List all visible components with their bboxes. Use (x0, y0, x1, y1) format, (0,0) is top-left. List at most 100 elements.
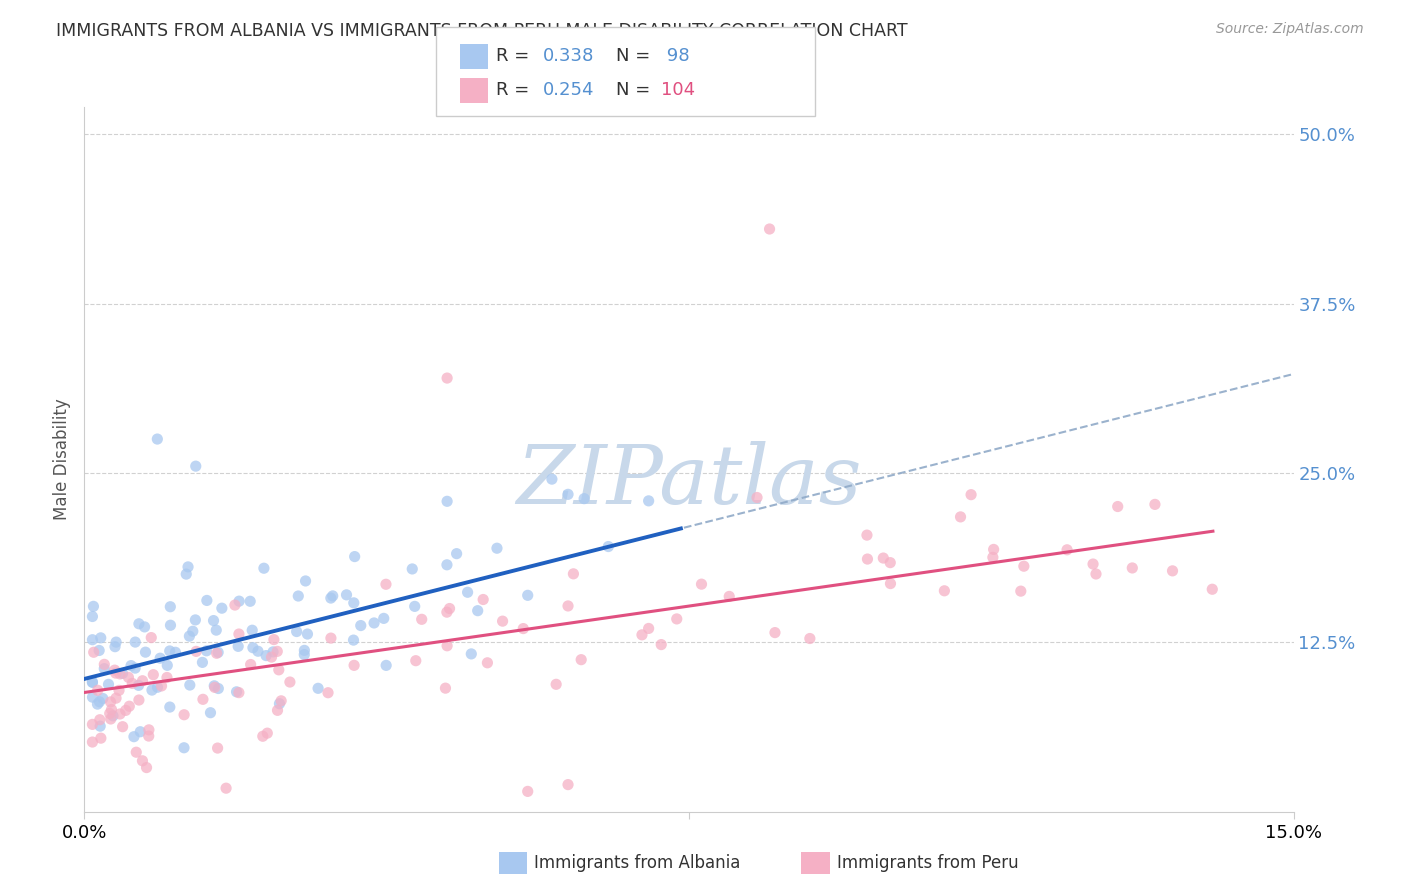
Point (122, 730, 145, 744)
Y-axis label: Male Disability: Male Disability (53, 399, 72, 520)
Point (124, 635, 146, 649)
Point (516, 588, 538, 602)
Point (460, 647, 482, 661)
Point (181, 624, 204, 639)
Point (142, 667, 165, 681)
Point (253, 561, 276, 575)
Point (191, 656, 214, 670)
Point (266, 644, 288, 658)
Point (269, 697, 291, 711)
Text: 104: 104 (661, 81, 695, 99)
Text: IMMIGRANTS FROM ALBANIA VS IMMIGRANTS FROM PERU MALE DISABILITY CORRELATION CHAR: IMMIGRANTS FROM ALBANIA VS IMMIGRANTS FR… (56, 22, 908, 40)
Point (100, 695, 122, 709)
Point (516, 784, 538, 798)
Point (1143, 497, 1166, 511)
Point (105, 691, 128, 706)
Point (491, 614, 513, 628)
Point (1081, 557, 1104, 571)
Text: N =: N = (616, 47, 655, 65)
Point (228, 594, 250, 608)
Point (82, 632, 104, 647)
Point (202, 679, 225, 693)
Point (184, 459, 207, 474)
Point (404, 599, 426, 614)
Point (82, 675, 104, 690)
Point (146, 680, 169, 694)
Point (200, 706, 222, 720)
Point (763, 625, 786, 640)
Point (83, 645, 105, 659)
Point (125, 745, 148, 759)
Point (93, 662, 115, 676)
Point (363, 615, 385, 630)
Point (186, 644, 208, 658)
Point (401, 562, 423, 576)
Point (90, 731, 112, 746)
Point (1201, 582, 1223, 597)
Point (104, 666, 127, 681)
Point (124, 661, 146, 675)
Point (150, 679, 173, 693)
Point (105, 635, 128, 649)
Point (120, 658, 142, 673)
Point (156, 658, 179, 673)
Point (690, 577, 713, 591)
Point (879, 576, 901, 591)
Point (82, 735, 104, 749)
Point (512, 622, 534, 636)
Point (262, 645, 284, 659)
Point (177, 560, 200, 574)
Text: R =: R = (496, 47, 536, 65)
Point (598, 540, 620, 554)
Point (260, 650, 283, 665)
Point (159, 644, 181, 658)
Point (322, 589, 344, 603)
Point (239, 594, 262, 608)
Point (745, 491, 768, 505)
Point (287, 589, 309, 603)
Point (128, 693, 150, 707)
Point (960, 488, 983, 502)
Point (718, 590, 741, 604)
Point (436, 371, 458, 385)
Point (294, 574, 316, 588)
Point (117, 670, 139, 684)
Point (211, 601, 233, 615)
Point (100, 702, 122, 716)
Point (135, 761, 157, 775)
Point (86, 683, 108, 698)
Point (108, 667, 131, 681)
Point (758, 222, 780, 236)
Text: 98: 98 (661, 47, 689, 65)
Point (472, 592, 495, 607)
Point (665, 612, 688, 626)
Point (184, 613, 207, 627)
Point (879, 556, 901, 570)
Point (436, 605, 458, 619)
Point (292, 648, 315, 662)
Point (207, 681, 229, 696)
Point (215, 781, 238, 796)
Point (111, 720, 134, 734)
Point (118, 699, 141, 714)
Point (319, 631, 342, 645)
Point (335, 588, 357, 602)
Point (82, 675, 104, 690)
Point (342, 633, 364, 648)
Point (285, 624, 308, 639)
Point (82, 690, 104, 705)
Point (195, 593, 218, 607)
Point (267, 663, 290, 677)
Point (934, 583, 956, 598)
Point (174, 567, 197, 582)
Point (128, 616, 150, 631)
Point (557, 487, 579, 501)
Point (91, 691, 114, 706)
Point (242, 640, 264, 655)
Point (266, 703, 288, 717)
Point (111, 666, 134, 681)
Point (343, 658, 366, 673)
Point (477, 656, 499, 670)
Point (983, 542, 1005, 557)
Point (104, 663, 127, 677)
